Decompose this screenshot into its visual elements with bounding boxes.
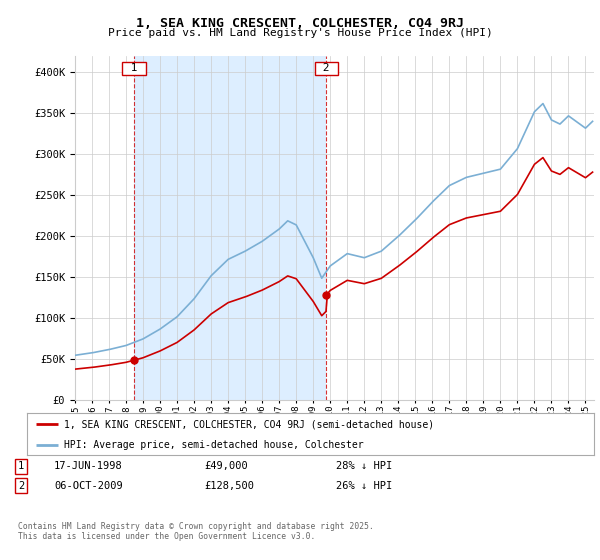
- Text: 1, SEA KING CRESCENT, COLCHESTER, CO4 9RJ (semi-detached house): 1, SEA KING CRESCENT, COLCHESTER, CO4 9R…: [64, 419, 434, 430]
- Text: 1, SEA KING CRESCENT, COLCHESTER, CO4 9RJ: 1, SEA KING CRESCENT, COLCHESTER, CO4 9R…: [136, 17, 464, 30]
- Bar: [134, 56, 326, 400]
- Text: HPI: Average price, semi-detached house, Colchester: HPI: Average price, semi-detached house,…: [64, 441, 364, 450]
- Text: 26% ↓ HPI: 26% ↓ HPI: [336, 480, 392, 491]
- Text: £128,500: £128,500: [204, 480, 254, 491]
- Text: Price paid vs. HM Land Registry's House Price Index (HPI): Price paid vs. HM Land Registry's House …: [107, 28, 493, 38]
- Text: 06-OCT-2009: 06-OCT-2009: [54, 480, 123, 491]
- Text: £49,000: £49,000: [204, 461, 248, 472]
- Text: 1: 1: [18, 461, 24, 472]
- Text: 1: 1: [124, 63, 144, 73]
- Text: 28% ↓ HPI: 28% ↓ HPI: [336, 461, 392, 472]
- Text: 17-JUN-1998: 17-JUN-1998: [54, 461, 123, 472]
- Text: Contains HM Land Registry data © Crown copyright and database right 2025.
This d: Contains HM Land Registry data © Crown c…: [18, 522, 374, 542]
- Text: 2: 2: [18, 480, 24, 491]
- Text: 2: 2: [316, 63, 337, 73]
